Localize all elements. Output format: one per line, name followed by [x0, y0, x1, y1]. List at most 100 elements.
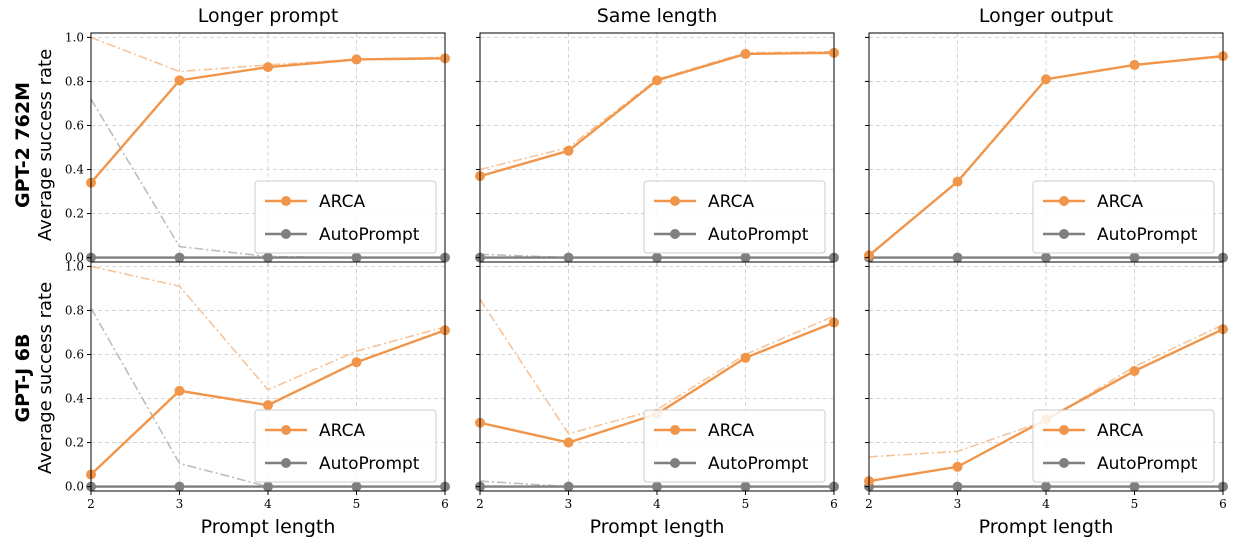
y-tick-label: 0.0: [65, 480, 84, 494]
autoprompt-point: [351, 252, 362, 263]
autoprompt-point: [652, 252, 662, 263]
autoprompt-point: [563, 481, 574, 492]
legend-marker: [281, 458, 291, 468]
y-tick-label: 0.4: [65, 163, 84, 177]
x-tick-label: 6: [830, 497, 838, 511]
autoprompt-point: [174, 252, 185, 263]
panel-r1-c1: 0.0 0.2 0.4 0.6 0.8 1.0 ARCA AutoPrompt: [65, 30, 450, 266]
arca-point: [952, 461, 963, 472]
legend: ARCA AutoPrompt: [1032, 409, 1215, 483]
y-tick-label: 1.0: [65, 30, 84, 44]
y-tick-label: 0.2: [65, 436, 84, 450]
autoprompt-point: [563, 252, 574, 263]
arca-upper-line: [479, 298, 835, 435]
legend-label: AutoPrompt: [1097, 225, 1198, 245]
x-tick-label: 2: [87, 497, 95, 511]
column-title-longer-output: Longer output: [979, 5, 1113, 27]
legend-label: ARCA: [1097, 421, 1143, 441]
panel-r2-c2: 2 3 4 5 6 ARCA AutoPrompt: [475, 261, 839, 511]
arca-point: [652, 75, 662, 86]
arca-point: [1041, 74, 1051, 85]
y-tick-label: 0.6: [65, 347, 84, 361]
arca-point: [351, 357, 362, 368]
legend-label: AutoPrompt: [319, 454, 420, 474]
x-tick-label: 2: [476, 497, 484, 511]
arca-point: [263, 400, 273, 411]
arca-point: [740, 352, 751, 363]
autoprompt-upper-line: [90, 307, 445, 488]
arca-point: [351, 54, 362, 65]
panel-r2-c1: 0.0 0.2 0.4 0.6 0.8 1.0 2 3 4 5 6 ARCA AutoPrompt: [65, 259, 450, 511]
autoprompt-point: [652, 481, 662, 492]
autoprompt-point: [952, 252, 963, 263]
x-tick-label: 5: [742, 497, 750, 511]
autoprompt-point: [1129, 252, 1140, 263]
legend-marker: [281, 425, 291, 435]
arca-point: [174, 385, 185, 396]
x-tick-label: 4: [1042, 497, 1050, 511]
panel-r1-c3: ARCA AutoPrompt: [864, 32, 1228, 266]
legend-marker: [1059, 458, 1069, 468]
autoprompt-point: [740, 481, 751, 492]
panel-r1-c2: ARCA AutoPrompt: [475, 32, 839, 266]
autoprompt-point: [263, 252, 273, 263]
legend: ARCA AutoPrompt: [254, 409, 437, 483]
y-tick-label: 0.8: [65, 74, 84, 88]
arca-point: [263, 62, 273, 73]
legend-label: AutoPrompt: [708, 454, 809, 474]
legend: ARCA AutoPrompt: [254, 180, 437, 254]
x-axis-label-col2: Prompt length: [590, 516, 725, 538]
legend-label: ARCA: [319, 192, 365, 212]
y-tick-label: 1.0: [65, 259, 84, 273]
x-tick-label: 2: [865, 497, 873, 511]
legend-label: ARCA: [1097, 192, 1143, 212]
legend: ARCA AutoPrompt: [643, 409, 826, 483]
legend-marker: [1059, 196, 1069, 206]
legend: ARCA AutoPrompt: [643, 180, 826, 254]
arca-point: [952, 176, 963, 187]
legend-label: AutoPrompt: [319, 225, 420, 245]
legend-marker: [670, 458, 680, 468]
x-tick-label: 6: [441, 497, 449, 511]
autoprompt-point: [351, 481, 362, 492]
autoprompt-point: [1041, 252, 1051, 263]
row-label-gpt2: GPT-2 762M: [12, 82, 34, 208]
row-label-gptj: GPT-J 6B: [12, 334, 34, 423]
x-tick-label: 4: [264, 497, 272, 511]
x-tick-label: 3: [176, 497, 184, 511]
autoprompt-point: [174, 481, 185, 492]
legend-marker: [281, 196, 291, 206]
autoprompt-point: [1129, 481, 1140, 492]
autoprompt-point: [740, 252, 751, 263]
column-title-same-length: Same length: [597, 5, 718, 27]
y-tick-label: 0.6: [65, 118, 84, 132]
legend-marker: [670, 229, 680, 239]
autoprompt-point: [952, 481, 963, 492]
panel-r2-c3: 2 3 4 5 6 ARCA AutoPrompt: [864, 261, 1228, 511]
arca-point: [563, 437, 574, 448]
x-tick-label: 5: [1131, 497, 1139, 511]
y-tick-label: 0.0: [65, 251, 84, 265]
arca-upper-line: [90, 265, 446, 391]
legend-marker: [670, 425, 680, 435]
y-axis-label-row2: Average success rate: [35, 282, 56, 474]
y-tick-label: 0.8: [65, 303, 84, 317]
legend-marker: [1059, 229, 1069, 239]
x-tick-label: 6: [1219, 497, 1227, 511]
x-axis-label-col3: Prompt length: [979, 516, 1114, 538]
panels: 0.0 0.2 0.4 0.6 0.8 1.0 ARCA AutoPrompt ARCA Auto…: [65, 30, 1228, 511]
arca-point: [1129, 59, 1140, 70]
x-tick-label: 5: [353, 497, 361, 511]
autoprompt-point: [263, 481, 273, 492]
legend-marker: [1059, 425, 1069, 435]
x-tick-label: 3: [954, 497, 962, 511]
legend-marker: [670, 196, 680, 206]
arca-point: [563, 145, 574, 156]
legend-label: ARCA: [708, 421, 754, 441]
y-axis-label-row1: Average success rate: [35, 49, 56, 241]
x-axis-label-col1: Prompt length: [201, 516, 336, 538]
arca-point: [740, 48, 751, 59]
legend-marker: [281, 229, 291, 239]
legend-label: ARCA: [319, 421, 365, 441]
